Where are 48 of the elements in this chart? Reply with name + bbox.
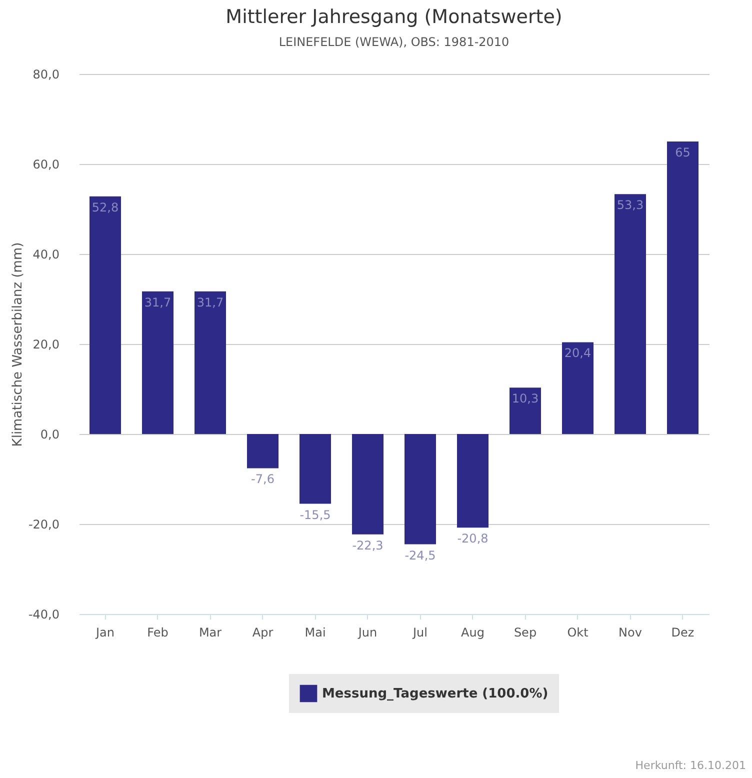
y-tick-label: 20,0 [32, 338, 60, 352]
y-tick-label: 80,0 [32, 68, 60, 82]
bar [614, 194, 646, 434]
x-tick-label: Feb [147, 626, 168, 640]
text: -20,8 [457, 532, 488, 546]
y-tick-label: 60,0 [32, 158, 60, 172]
text: -15,5 [300, 508, 331, 522]
y-tick-label: -20,0 [28, 518, 60, 532]
text: 52,8 [92, 200, 119, 214]
bar [404, 434, 436, 544]
text: 20,4 [564, 346, 592, 360]
text: 31,7 [196, 295, 224, 310]
bar [194, 291, 226, 434]
chart-subtitle: LEINEFELDE (WEWA), OBS: 1981-2010 [278, 35, 510, 49]
y-axis-title: Klimatische Wasserbilanz (mm) [10, 242, 26, 447]
x-tick-label: Mai [304, 626, 326, 640]
x-tick-label: Nov [618, 626, 642, 640]
text: -24,5 [404, 548, 436, 562]
bar [300, 434, 331, 504]
bar [90, 196, 121, 434]
text: 65 [675, 146, 690, 160]
text: -7,6 [251, 472, 274, 486]
x-tick-label: Apr [252, 626, 274, 640]
x-tick-label: Aug [461, 626, 484, 640]
text: 53,3 [616, 198, 644, 212]
text: 10,3 [512, 392, 539, 406]
y-tick-label: 40,0 [32, 248, 60, 262]
y-tick-label: -40,0 [28, 608, 60, 622]
y-tick-label: 0,0 [40, 428, 60, 442]
x-tick-label: Sep [514, 626, 537, 640]
x-tick-label: Okt [567, 626, 589, 640]
x-tick-label: Jul [412, 626, 428, 640]
x-tick-label: Dez [671, 626, 694, 640]
x-tick-label: Mar [198, 626, 222, 640]
text: Herkunft: 16.10.201 [635, 759, 746, 772]
legend-label: Messung_Tageswerte (100.0%) [322, 686, 548, 702]
chart-title: Mittlerer Jahresgang (Monatswerte) [226, 6, 562, 28]
bar [142, 291, 174, 434]
text: -22,3 [352, 538, 384, 552]
text: 31,7 [144, 295, 172, 310]
x-tick-label: Jun [357, 626, 378, 640]
bar [510, 388, 541, 434]
bar [247, 434, 278, 468]
bar [352, 434, 384, 534]
bar [667, 142, 698, 434]
x-tick-label: Jan [95, 626, 114, 640]
bar [562, 342, 594, 434]
bar [457, 434, 488, 528]
